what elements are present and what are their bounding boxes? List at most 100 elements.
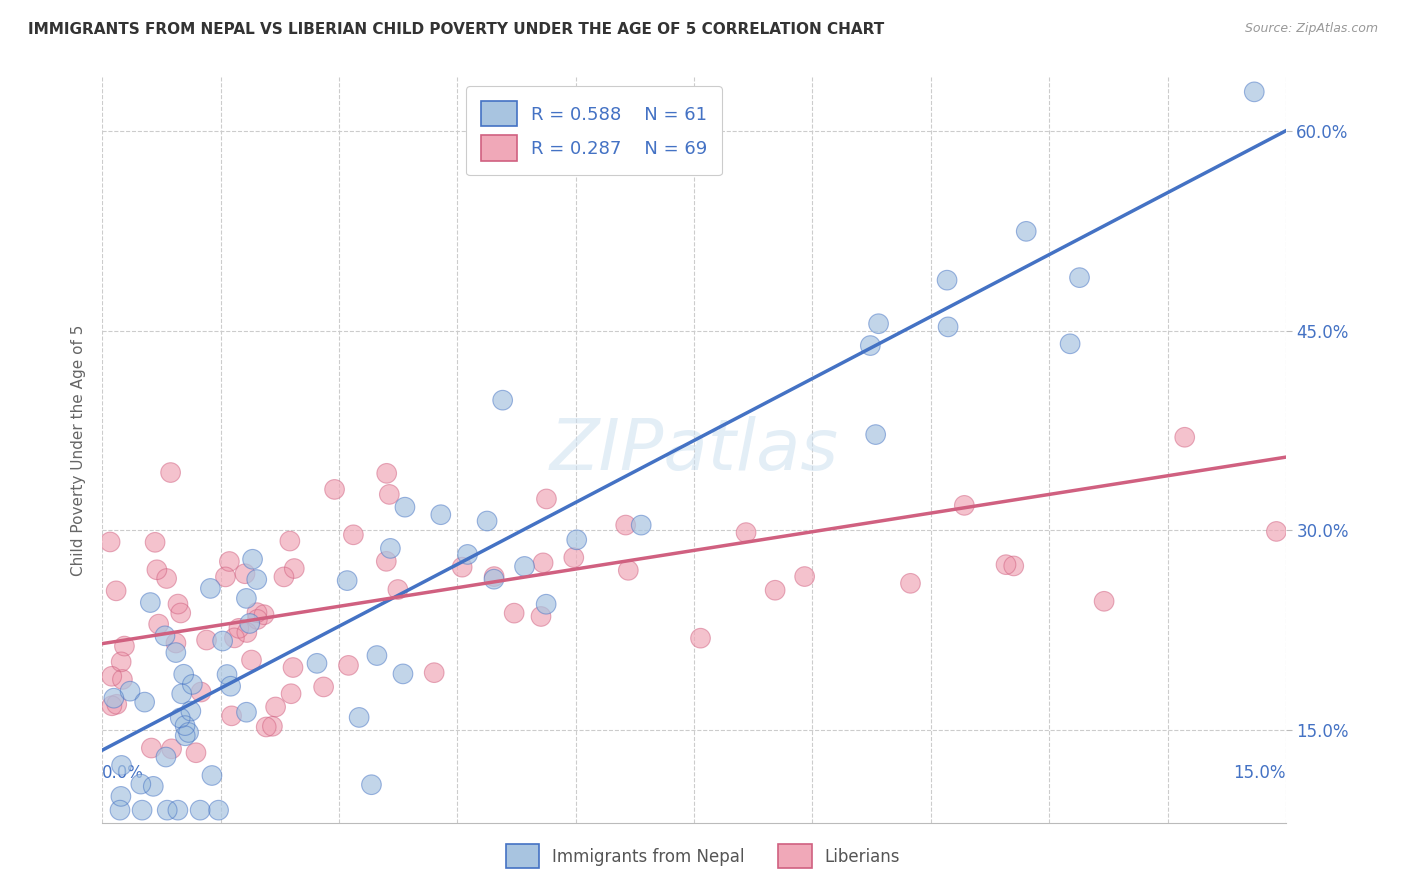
Point <box>235 705 257 719</box>
Point <box>110 789 132 804</box>
Point <box>336 574 359 588</box>
Point <box>105 583 128 598</box>
Point <box>1002 558 1025 573</box>
Point <box>120 684 142 698</box>
Point <box>105 698 128 712</box>
Point <box>1265 524 1288 539</box>
Point <box>375 554 398 568</box>
Point <box>160 741 183 756</box>
Point <box>273 570 295 584</box>
Point <box>142 780 165 794</box>
Point <box>174 729 197 743</box>
Point <box>1092 594 1115 608</box>
Point <box>1243 85 1265 99</box>
Point <box>100 669 122 683</box>
Point <box>110 789 132 804</box>
Point <box>207 803 229 817</box>
Point <box>936 273 959 287</box>
Point <box>228 621 250 635</box>
Point <box>253 607 276 622</box>
Point <box>235 591 257 606</box>
Point <box>451 560 474 574</box>
Point <box>1015 224 1038 238</box>
Point <box>387 582 409 597</box>
Point <box>936 319 959 334</box>
Point <box>142 780 165 794</box>
Legend: R = 0.588    N = 61, R = 0.287    N = 69: R = 0.588 N = 61, R = 0.287 N = 69 <box>467 87 723 176</box>
Point <box>98 535 121 549</box>
Point <box>394 500 416 515</box>
Point <box>536 491 558 506</box>
Point <box>242 552 264 566</box>
Point <box>617 563 640 577</box>
Point <box>165 646 187 660</box>
Point <box>235 591 257 606</box>
Point <box>305 657 328 671</box>
Point <box>865 427 887 442</box>
Point <box>423 665 446 680</box>
Point <box>173 667 195 681</box>
Point <box>534 597 557 611</box>
Point <box>139 596 162 610</box>
Point <box>360 778 382 792</box>
Text: IMMIGRANTS FROM NEPAL VS LIBERIAN CHILD POVERTY UNDER THE AGE OF 5 CORRELATION C: IMMIGRANTS FROM NEPAL VS LIBERIAN CHILD … <box>28 22 884 37</box>
Point <box>283 561 305 575</box>
Point <box>211 634 233 648</box>
Point <box>1069 270 1091 285</box>
Point <box>530 609 553 624</box>
Point <box>513 559 536 574</box>
Point <box>228 621 250 635</box>
Point <box>735 525 758 540</box>
Point <box>219 679 242 693</box>
Point <box>273 570 295 584</box>
Point <box>380 541 402 556</box>
Point <box>763 583 786 598</box>
Point <box>1243 85 1265 99</box>
Point <box>101 698 124 713</box>
Point <box>280 687 302 701</box>
Point <box>170 606 193 620</box>
Point <box>530 609 553 624</box>
Point <box>253 607 276 622</box>
Point <box>735 525 758 540</box>
Point <box>264 700 287 714</box>
Point <box>134 695 156 709</box>
Point <box>129 777 152 791</box>
Point <box>195 633 218 648</box>
Point <box>392 666 415 681</box>
Point <box>366 648 388 663</box>
Point <box>114 639 136 653</box>
Point <box>936 273 959 287</box>
Point <box>312 680 335 694</box>
Point <box>98 535 121 549</box>
Point <box>1059 336 1081 351</box>
Point <box>451 560 474 574</box>
Point <box>254 720 277 734</box>
Point <box>246 606 269 620</box>
Point <box>1092 594 1115 608</box>
Point <box>233 566 256 581</box>
Point <box>482 569 505 583</box>
Point <box>190 685 212 699</box>
Point <box>457 548 479 562</box>
Text: 15.0%: 15.0% <box>1233 764 1286 781</box>
Point <box>101 698 124 713</box>
Point <box>900 576 922 591</box>
Point <box>492 393 515 408</box>
Point <box>865 427 887 442</box>
Point <box>995 558 1018 572</box>
Text: Source: ZipAtlas.com: Source: ZipAtlas.com <box>1244 22 1378 36</box>
Point <box>221 709 243 723</box>
Point <box>614 518 637 533</box>
Point <box>492 393 515 408</box>
Point <box>111 673 134 687</box>
Point <box>110 758 132 772</box>
Point <box>859 338 882 352</box>
Point <box>423 665 446 680</box>
Point <box>360 778 382 792</box>
Point <box>280 687 302 701</box>
Point <box>531 556 554 570</box>
Point <box>134 695 156 709</box>
Point <box>347 710 370 724</box>
Point <box>211 634 233 648</box>
